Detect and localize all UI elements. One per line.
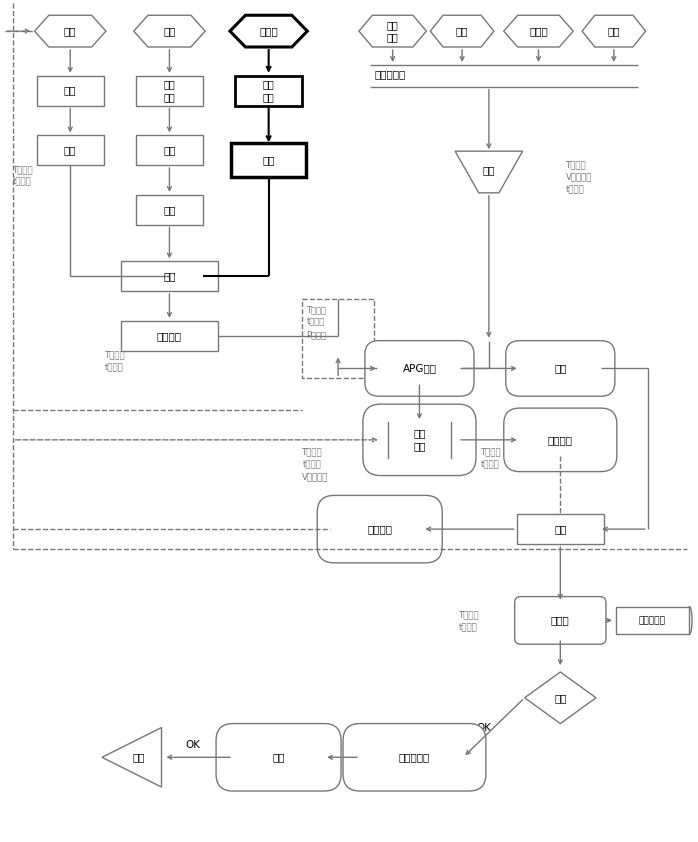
Bar [231,143,306,177]
Bar [36,76,104,105]
Text: OK: OK [477,722,491,733]
Text: 凝胶: 凝胶 [554,364,567,373]
FancyBboxPatch shape [216,723,341,791]
Bar [36,136,104,165]
Text: 填料: 填料 [456,26,468,36]
Polygon shape [359,15,426,47]
Bar [135,76,203,105]
Text: 组装: 组装 [163,145,176,155]
Text: 处理: 处理 [64,86,77,96]
Bar [121,261,218,291]
Polygon shape [582,15,646,47]
Text: 装模: 装模 [163,271,176,281]
Polygon shape [102,727,161,787]
Text: 传感器: 传感器 [259,26,278,36]
Text: 封装: 封装 [262,155,275,165]
Polygon shape [230,15,307,47]
Polygon shape [431,15,494,47]
Text: 处理、计量: 处理、计量 [375,69,406,79]
Text: 环氧
树脂: 环氧 树脂 [387,20,399,42]
Bar [135,195,203,225]
Text: OK: OK [186,740,201,750]
Text: 预热: 预热 [163,205,176,215]
FancyBboxPatch shape [504,408,617,472]
Text: T：温度
t：时间
P：压力: T：温度 t：时间 P：压力 [306,305,327,339]
Bar [616,606,689,634]
Text: 一次固化: 一次固化 [548,434,573,445]
Bar [135,136,203,165]
FancyBboxPatch shape [363,404,476,476]
Bar [302,299,374,378]
Polygon shape [525,672,596,723]
Text: 出厂: 出厂 [133,752,145,762]
Text: 固化剂: 固化剂 [529,26,548,36]
Text: 真空
浇注: 真空 浇注 [413,429,426,451]
FancyBboxPatch shape [318,495,443,562]
Polygon shape [34,15,106,47]
Text: 模具: 模具 [64,26,77,36]
Polygon shape [504,15,573,47]
Text: 清洗
处理: 清洗 处理 [262,79,274,102]
Text: T：温度
t：时间
V：真空度: T：温度 t：时间 V：真空度 [302,448,329,482]
FancyBboxPatch shape [514,597,606,644]
Text: APG浇注: APG浇注 [403,364,436,373]
Bar [235,76,302,105]
Text: 一玻化温度: 一玻化温度 [639,616,665,625]
Bar [517,514,604,544]
Text: 后固化: 后固化 [551,616,570,626]
Text: 嵌件: 嵌件 [163,26,176,36]
FancyBboxPatch shape [506,341,615,397]
Text: T：温度
V：真空度
t：时间: T：温度 V：真空度 t：时间 [566,160,593,195]
Text: 清理、清洗: 清理、清洗 [399,752,430,762]
Polygon shape [134,15,205,47]
Text: 检查: 检查 [554,693,567,703]
Text: 脱模: 脱模 [554,524,567,534]
Text: 预热: 预热 [64,145,77,155]
Text: 辅剂: 辅剂 [608,26,620,36]
Text: 模具预热: 模具预热 [157,331,182,341]
Text: 试验: 试验 [272,752,285,762]
Text: 模具清理: 模具清理 [367,524,392,534]
Text: 清洗
处理: 清洗 处理 [163,79,175,102]
FancyBboxPatch shape [365,341,474,397]
Polygon shape [455,152,523,193]
Text: T：温度
t：时间: T：温度 t：时间 [481,448,502,469]
Text: 混料: 混料 [482,165,495,175]
Text: T：温度
t：时间: T：温度 t：时间 [459,610,480,632]
Text: T：温度
t：时间: T：温度 t：时间 [105,350,126,372]
Bar [121,321,218,350]
Text: T：温度
t：时间: T：温度 t：时间 [13,165,34,187]
FancyBboxPatch shape [343,723,486,791]
